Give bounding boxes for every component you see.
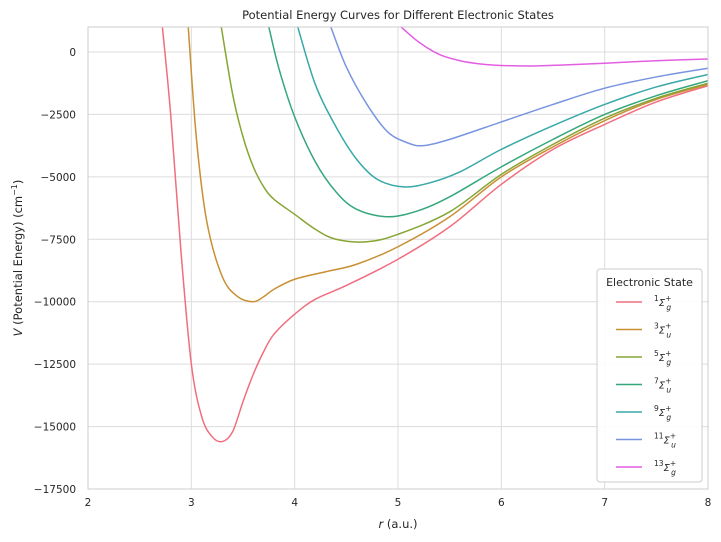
legend-sigma: Σ <box>664 463 671 474</box>
y-axis-label-close: ) <box>11 180 25 185</box>
legend-parity: g <box>671 468 676 477</box>
legend-label: 13Σ+ g <box>654 459 676 477</box>
y-tick-label: −2500 <box>40 109 76 121</box>
y-tick-label: −17500 <box>34 484 76 496</box>
y-axis-label: V (Potential Energy) (cm−1) <box>10 180 25 337</box>
series-line-6 <box>330 27 708 147</box>
legend-plus: + <box>665 322 671 331</box>
legend-plus: + <box>665 377 671 386</box>
y-tick-label: −12500 <box>34 359 76 371</box>
legend-label: 7Σ+ u <box>654 377 671 395</box>
legend-plus: + <box>665 294 671 303</box>
legend-parity: u <box>666 331 671 340</box>
y-axis-label-text: (Potential Energy) (cm <box>11 196 25 329</box>
legend-sigma: Σ <box>659 381 666 392</box>
legend-parity: g <box>666 413 671 422</box>
x-tick-label: 2 <box>85 497 92 509</box>
legend-mult: 1 <box>654 294 659 303</box>
legend-label: 5Σ+ g <box>654 349 671 367</box>
legend-sigma: Σ <box>659 353 666 364</box>
legend-plus: + <box>670 432 676 441</box>
legend-mult: 5 <box>654 349 659 358</box>
plot-frame <box>87 26 709 490</box>
x-tick-label: 3 <box>188 497 195 509</box>
legend-sigma: Σ <box>659 326 666 337</box>
y-axis-label-exp: −1 <box>10 184 19 196</box>
series-line-1 <box>161 27 708 443</box>
legend-box <box>596 268 703 483</box>
legend-mult: 11 <box>654 432 664 441</box>
legend-mult: 7 <box>654 377 659 386</box>
legend-parity: g <box>666 303 671 312</box>
y-tick-label: −5000 <box>40 172 76 184</box>
series-line-7 <box>400 27 708 67</box>
x-tick-label: 4 <box>291 497 298 509</box>
x-tick-label: 7 <box>601 497 608 509</box>
series-line-4 <box>268 27 708 218</box>
legend-parity: g <box>666 358 671 367</box>
x-axis-label: r (a.u.) <box>378 517 417 531</box>
y-tick-label: 0 <box>69 47 76 59</box>
legend-sigma: Σ <box>664 436 671 447</box>
legend-mult: 9 <box>654 404 659 413</box>
legend-label: 3Σ+ u <box>654 322 671 340</box>
legend-mult: 3 <box>654 322 659 331</box>
x-tick-label: 8 <box>705 497 712 509</box>
y-tick-label: −15000 <box>34 422 76 434</box>
legend-plus: + <box>665 404 671 413</box>
y-axis-label-var: V <box>11 327 25 336</box>
legend-label: 1Σ+ g <box>654 294 671 312</box>
x-tick-label: 6 <box>498 497 505 509</box>
chart-title: Potential Energy Curves for Different El… <box>242 8 554 22</box>
x-tick-label: 5 <box>395 497 402 509</box>
y-tick-labels: 0 −2500 −5000 −7500 −10000 −12500 −15000 −17500 <box>34 47 76 496</box>
legend: Electronic State 1Σ+ g3Σ+ u5Σ+ g7Σ+ u9Σ+ g11Σ… <box>596 268 703 483</box>
legend-title: Electronic State <box>606 276 693 289</box>
series-line-2 <box>187 27 708 303</box>
y-tick-label: −10000 <box>34 297 76 309</box>
legend-parity: u <box>671 441 676 450</box>
legend-parity: u <box>666 386 671 395</box>
series-line-3 <box>220 27 708 243</box>
legend-mult: 13 <box>654 459 664 468</box>
x-tick-labels: 2 3 4 5 6 7 8 <box>85 497 712 509</box>
legend-label: 11Σ+ u <box>654 432 676 450</box>
y-tick-label: −7500 <box>40 234 76 246</box>
series-line-5 <box>297 27 708 188</box>
legend-plus: + <box>670 459 676 468</box>
legend-sigma: Σ <box>659 408 666 419</box>
legend-plus: + <box>665 349 671 358</box>
legend-sigma: Σ <box>659 298 666 309</box>
x-axis-label-unit: (a.u.) <box>383 517 417 531</box>
legend-label: 9Σ+ g <box>654 404 671 422</box>
x-axis-label-var: r <box>378 517 384 531</box>
series-lines <box>161 27 708 443</box>
